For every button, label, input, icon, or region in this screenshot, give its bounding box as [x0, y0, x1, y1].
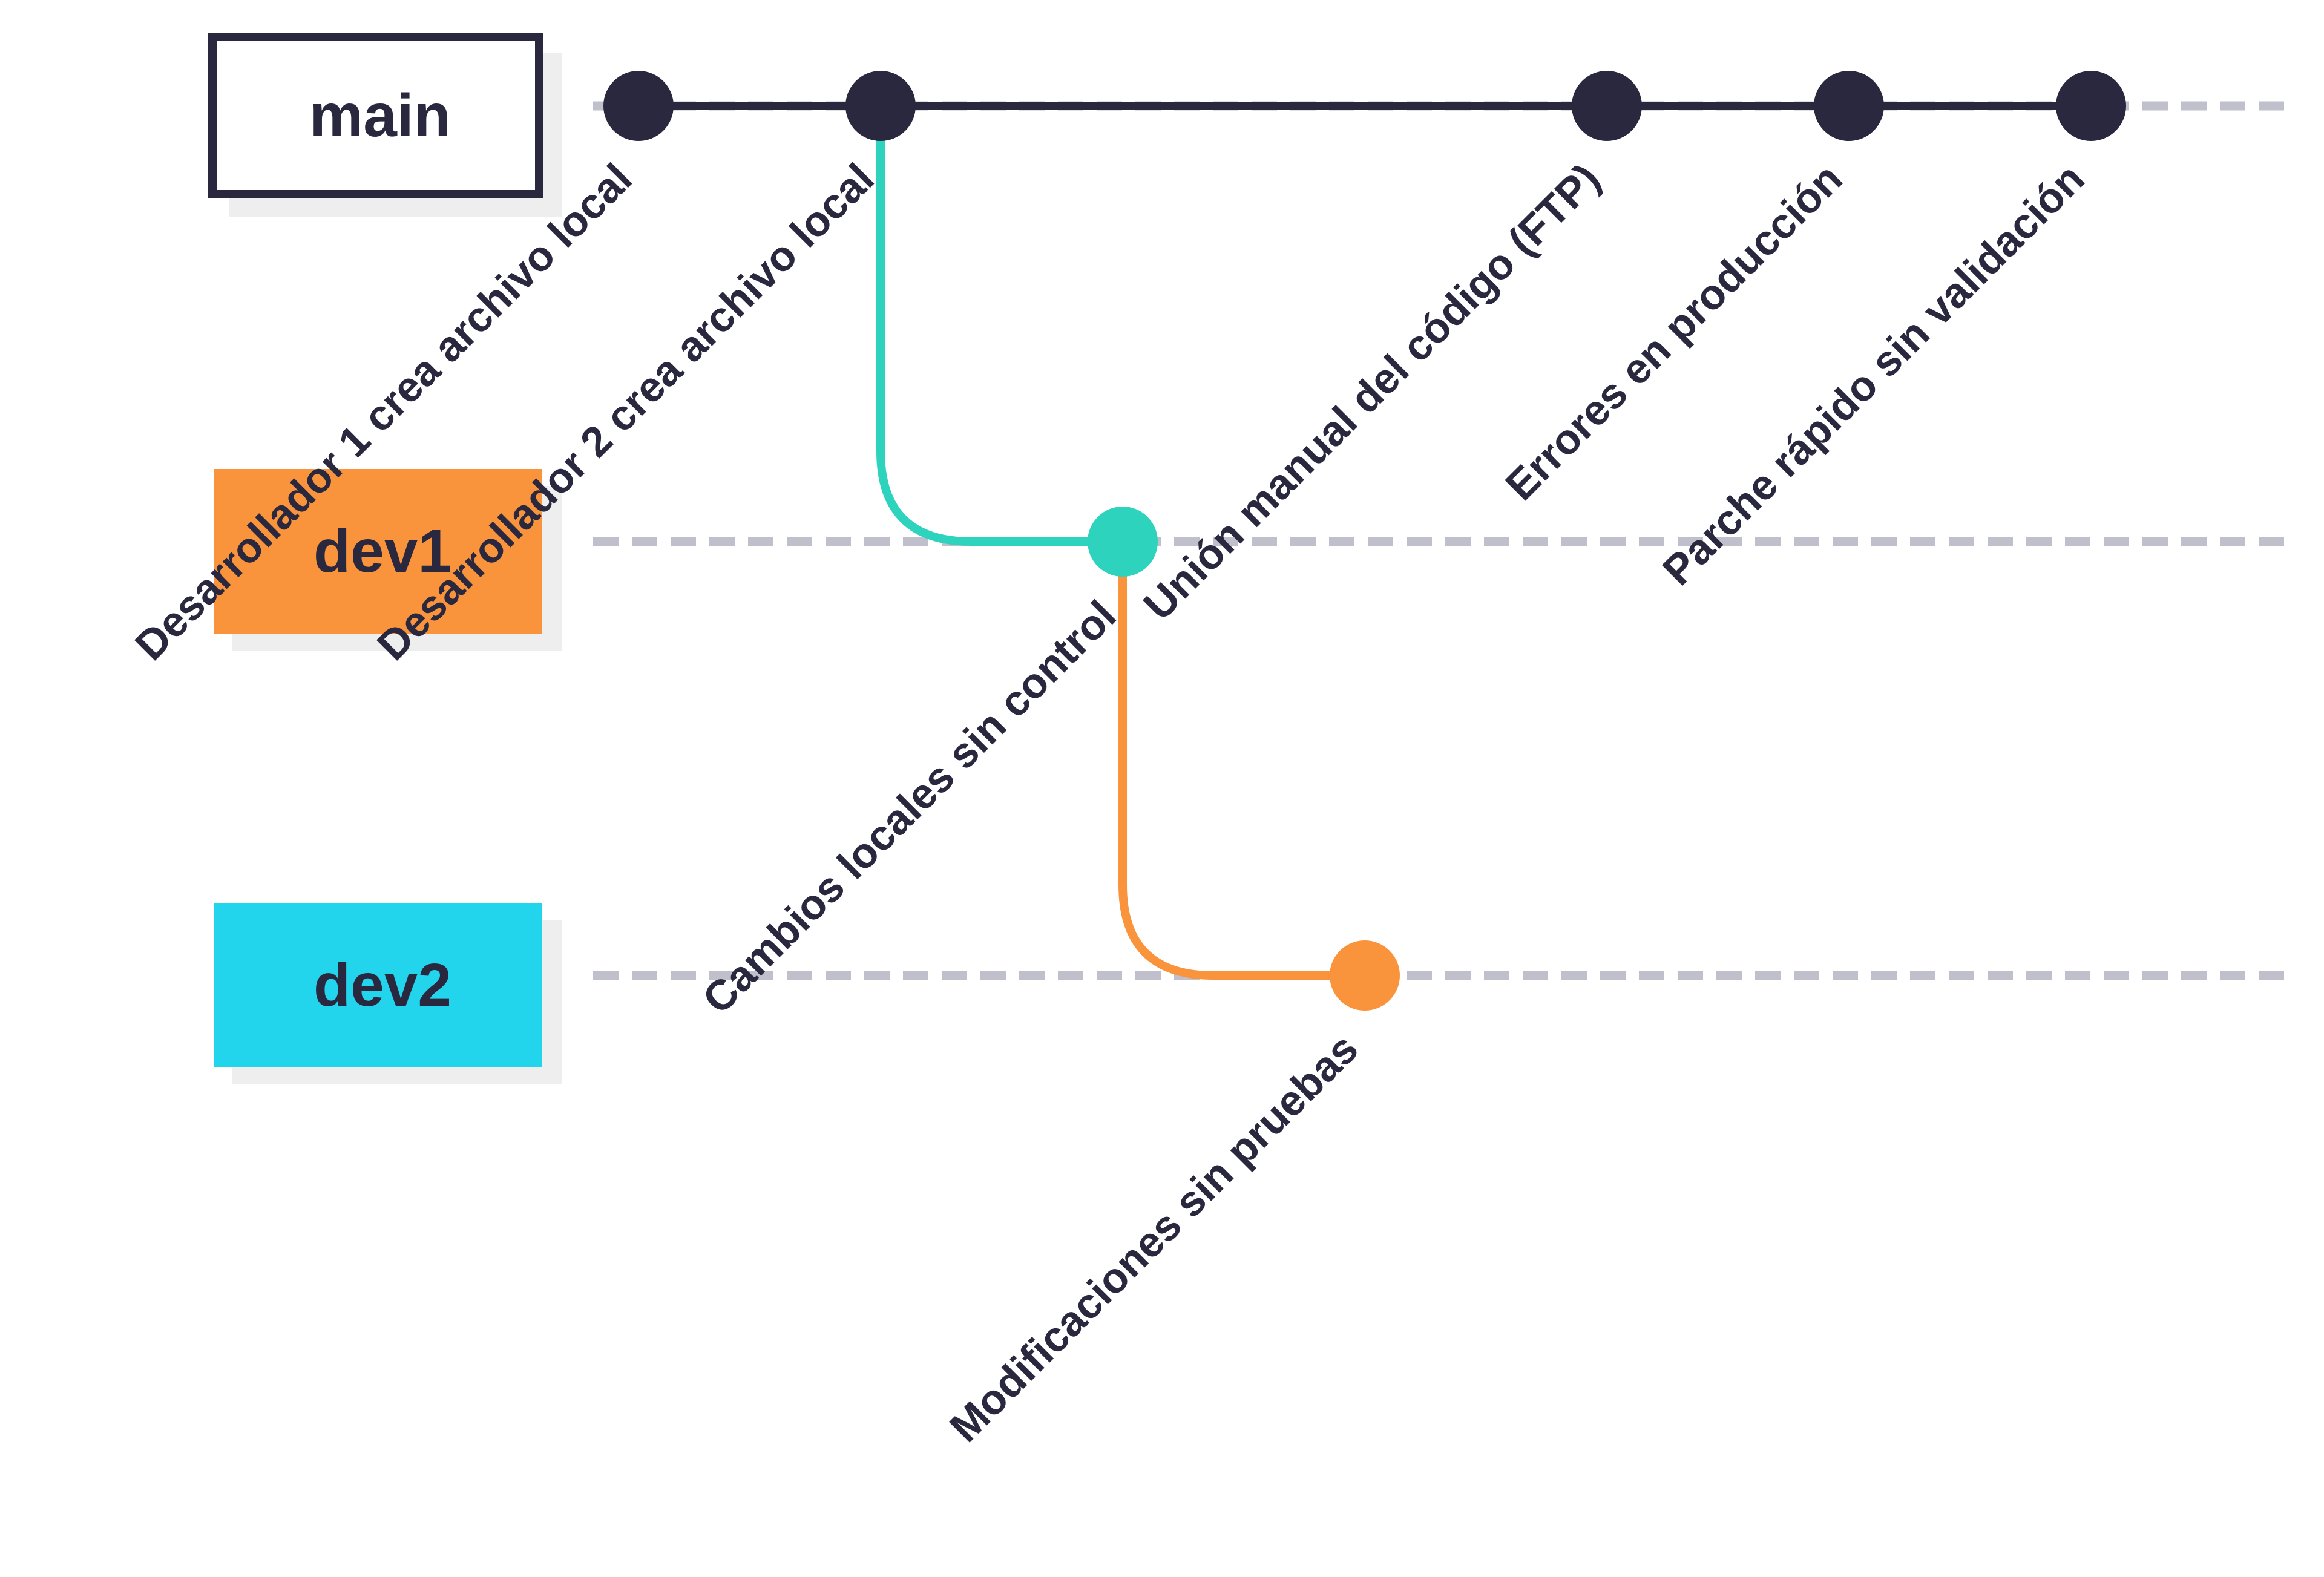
branch-label-dev1: dev1: [313, 517, 451, 585]
branch-box-dev1: dev1: [214, 469, 562, 651]
commit-node-c1: [603, 71, 674, 141]
commit-node-c7: [2056, 71, 2126, 141]
connection-c2-c3: [876, 106, 1123, 546]
branch-box: [214, 469, 542, 634]
commit-label-c2: Desarrollador 2 crea archivo local: [368, 154, 882, 669]
connection-c3-c4: [1118, 542, 1365, 980]
commit-node-c6: [1814, 71, 1884, 141]
commit-label-c4: Modificaciones sin pruebas: [940, 1025, 1367, 1451]
commit-label-c5: Unión manual del código (FTP): [1135, 154, 1609, 629]
branch-box-main: main: [208, 33, 562, 217]
commit-node-c5: [1572, 71, 1642, 141]
commit-node-c4: [1330, 940, 1400, 1011]
branch-label-main: main: [309, 82, 450, 149]
commit-node-c3: [1088, 507, 1158, 577]
commit-node-c2: [845, 71, 916, 141]
branch-box: [214, 903, 542, 1067]
branch-label-dev2: dev2: [313, 951, 451, 1019]
branch-box-dev2: dev2: [214, 903, 562, 1084]
commit-label-c3: Cambios locales sin control: [694, 591, 1125, 1023]
branch-box: [208, 33, 543, 198]
commit-label-c7: Parche rápido sin validación: [1653, 154, 2093, 594]
